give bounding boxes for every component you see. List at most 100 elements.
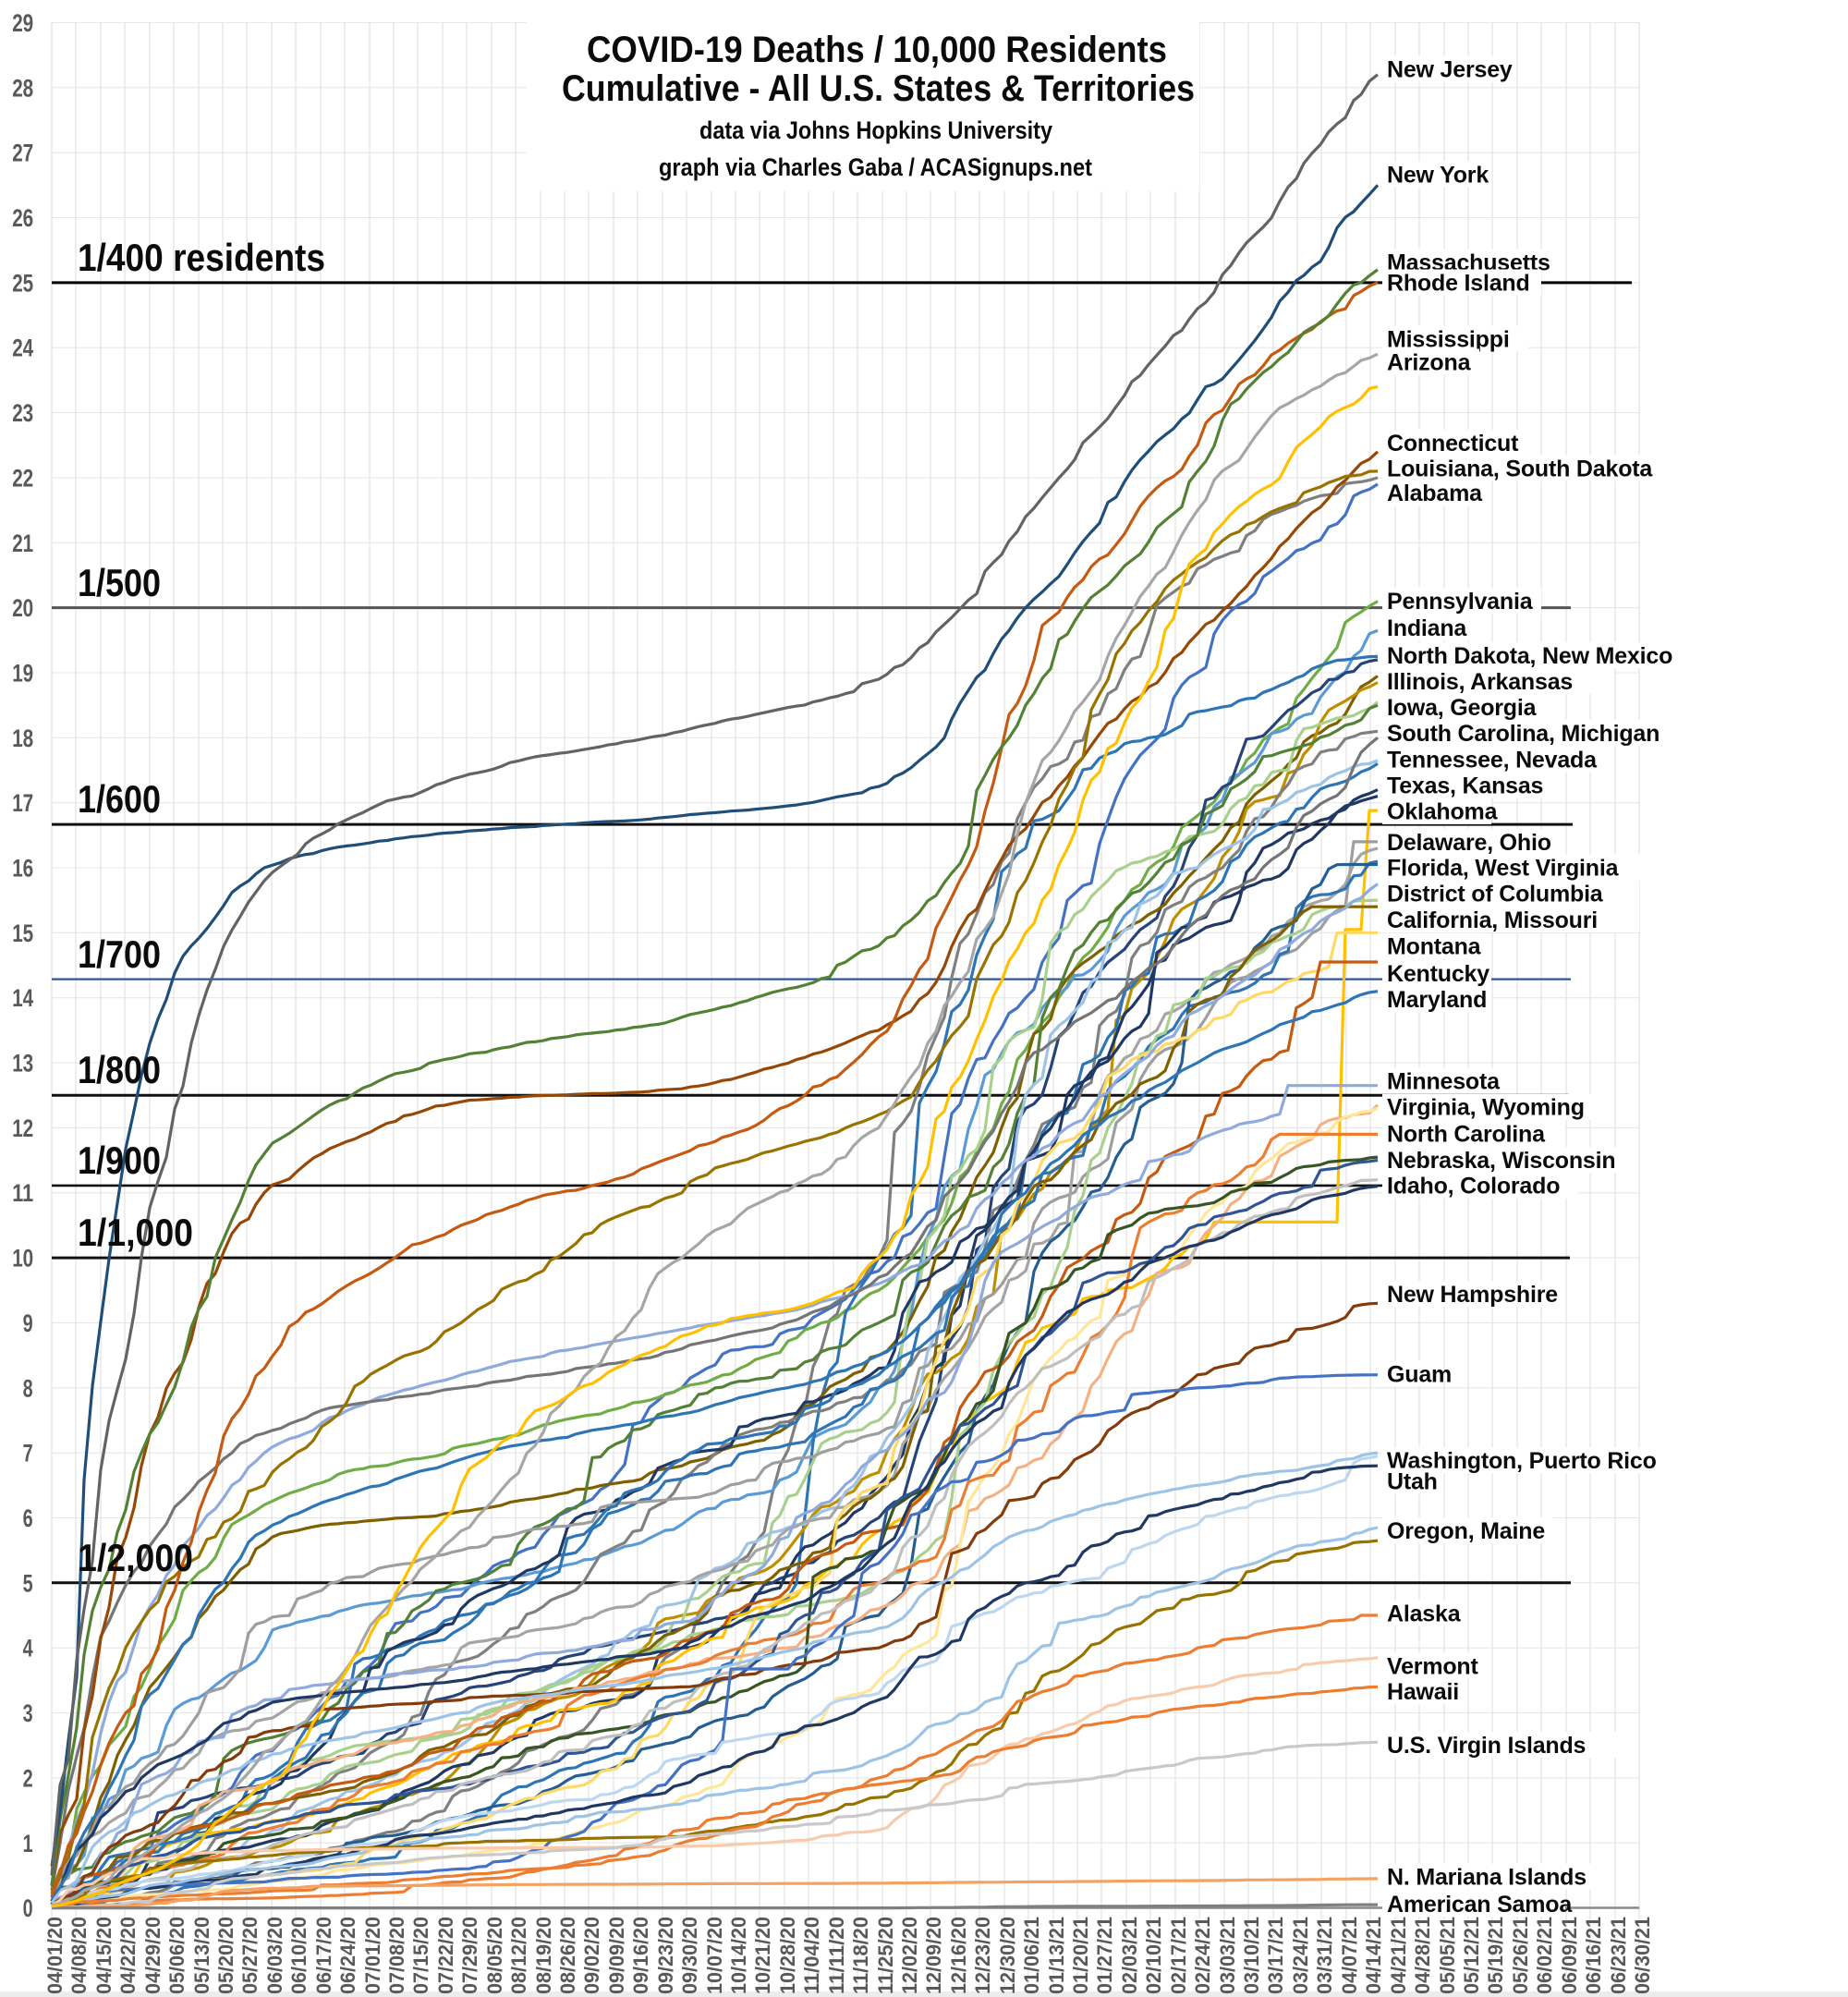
svg-text:06/16/21: 06/16/21	[1582, 1917, 1605, 1994]
svg-text:Pennsylvania: Pennsylvania	[1387, 589, 1534, 615]
svg-text:New Jersey: New Jersey	[1387, 56, 1513, 82]
svg-text:02/17/21: 02/17/21	[1167, 1917, 1190, 1994]
svg-text:Florida, West Virginia: Florida, West Virginia	[1387, 856, 1620, 882]
svg-text:U.S. Virgin Islands: U.S. Virgin Islands	[1387, 1733, 1586, 1759]
svg-text:03/24/21: 03/24/21	[1289, 1917, 1312, 1994]
svg-text:06/17/20: 06/17/20	[312, 1917, 335, 1994]
svg-text:1/500: 1/500	[78, 561, 161, 604]
svg-text:Iowa, Georgia: Iowa, Georgia	[1387, 695, 1538, 721]
svg-text:Montana: Montana	[1387, 934, 1482, 960]
svg-text:10/07/20: 10/07/20	[703, 1917, 726, 1994]
svg-text:3: 3	[23, 1699, 33, 1727]
svg-text:New York: New York	[1387, 162, 1489, 188]
svg-text:graph via Charles Gaba / ACASi: graph via Charles Gaba / ACASignups.net	[659, 153, 1092, 181]
svg-text:South Carolina, Michigan: South Carolina, Michigan	[1387, 721, 1660, 747]
svg-text:Kentucky: Kentucky	[1387, 961, 1489, 987]
svg-text:28: 28	[12, 74, 33, 102]
svg-text:Mississippi: Mississippi	[1387, 326, 1510, 352]
svg-text:07/15/20: 07/15/20	[409, 1917, 432, 1994]
svg-text:07/08/20: 07/08/20	[385, 1917, 408, 1994]
svg-text:02/24/21: 02/24/21	[1191, 1917, 1214, 1994]
svg-text:01/27/21: 01/27/21	[1093, 1917, 1116, 1994]
svg-text:04/01/20: 04/01/20	[43, 1917, 67, 1994]
svg-text:1/800: 1/800	[78, 1048, 161, 1091]
svg-text:09/02/20: 09/02/20	[580, 1917, 603, 1994]
svg-text:11: 11	[12, 1179, 33, 1207]
svg-text:07/01/20: 07/01/20	[361, 1917, 384, 1994]
svg-text:COVID-19 Deaths / 10,000 Resid: COVID-19 Deaths / 10,000 Residents	[587, 30, 1167, 70]
svg-text:02/10/21: 02/10/21	[1142, 1917, 1165, 1994]
svg-text:06/09/21: 06/09/21	[1558, 1917, 1581, 1994]
svg-text:08/12/20: 08/12/20	[507, 1917, 530, 1994]
svg-text:6: 6	[23, 1504, 33, 1532]
svg-text:04/07/21: 04/07/21	[1338, 1917, 1361, 1994]
svg-text:Illinois, Arkansas: Illinois, Arkansas	[1387, 669, 1573, 695]
svg-text:04/22/20: 04/22/20	[116, 1917, 140, 1994]
svg-text:Indiana: Indiana	[1387, 615, 1467, 641]
svg-text:18: 18	[12, 725, 33, 752]
svg-text:10/28/20: 10/28/20	[776, 1917, 799, 1994]
svg-text:25: 25	[12, 269, 33, 297]
svg-text:21: 21	[12, 530, 33, 557]
svg-text:01/20/21: 01/20/21	[1069, 1917, 1092, 1994]
svg-text:Alabama: Alabama	[1387, 481, 1483, 506]
svg-text:Texas, Kansas: Texas, Kansas	[1387, 773, 1543, 799]
svg-text:03/31/21: 03/31/21	[1313, 1917, 1336, 1994]
svg-text:27: 27	[12, 140, 33, 167]
svg-text:Vermont: Vermont	[1387, 1653, 1478, 1679]
svg-text:10/14/20: 10/14/20	[727, 1917, 750, 1994]
svg-text:10/21/20: 10/21/20	[751, 1917, 774, 1994]
svg-text:06/23/21: 06/23/21	[1607, 1917, 1630, 1994]
svg-text:12/16/20: 12/16/20	[947, 1917, 970, 1994]
svg-text:05/20/20: 05/20/20	[214, 1917, 237, 1994]
svg-text:New Hampshire: New Hampshire	[1387, 1282, 1558, 1308]
svg-text:01/06/21: 01/06/21	[1020, 1917, 1043, 1994]
svg-text:Arizona: Arizona	[1387, 349, 1472, 375]
svg-text:Utah: Utah	[1387, 1468, 1438, 1494]
svg-text:07/29/20: 07/29/20	[458, 1917, 481, 1994]
svg-text:14: 14	[12, 984, 33, 1012]
svg-text:11/25/20: 11/25/20	[874, 1917, 897, 1994]
svg-text:Delaware, Ohio: Delaware, Ohio	[1387, 830, 1551, 856]
svg-text:North Carolina: North Carolina	[1387, 1121, 1546, 1147]
svg-text:09/16/20: 09/16/20	[629, 1917, 652, 1994]
svg-text:Hawaii: Hawaii	[1387, 1679, 1459, 1705]
svg-text:16: 16	[12, 855, 33, 883]
svg-text:4: 4	[23, 1635, 33, 1662]
svg-text:Tennessee, Nevada: Tennessee, Nevada	[1387, 747, 1598, 773]
svg-text:05/13/20: 05/13/20	[190, 1917, 213, 1994]
svg-text:1/600: 1/600	[78, 777, 161, 821]
svg-text:2: 2	[23, 1764, 33, 1792]
svg-text:04/14/21: 04/14/21	[1362, 1917, 1385, 1994]
svg-text:Connecticut: Connecticut	[1387, 431, 1519, 457]
svg-text:06/02/21: 06/02/21	[1533, 1917, 1556, 1994]
svg-text:06/03/20: 06/03/20	[263, 1917, 286, 1994]
svg-text:Oklahoma: Oklahoma	[1387, 799, 1499, 825]
svg-text:05/19/21: 05/19/21	[1484, 1917, 1507, 1994]
svg-text:13: 13	[12, 1050, 33, 1078]
svg-text:19: 19	[12, 660, 33, 688]
svg-text:06/30/21: 06/30/21	[1631, 1917, 1654, 1994]
svg-text:12/30/20: 12/30/20	[996, 1917, 1019, 1994]
svg-text:District of Columbia: District of Columbia	[1387, 882, 1604, 907]
svg-text:22: 22	[12, 464, 33, 492]
svg-text:California, Missouri: California, Missouri	[1387, 907, 1598, 933]
svg-text:Louisiana, South Dakota: Louisiana, South Dakota	[1387, 456, 1653, 481]
svg-text:Guam: Guam	[1387, 1361, 1452, 1387]
svg-text:Cumulative - All U.S. States &: Cumulative - All U.S. States & Territori…	[562, 68, 1195, 109]
svg-text:29: 29	[12, 9, 33, 37]
svg-text:17: 17	[12, 789, 33, 817]
svg-text:1/2,000: 1/2,000	[78, 1536, 193, 1579]
svg-text:04/28/21: 04/28/21	[1411, 1917, 1434, 1994]
svg-text:03/10/21: 03/10/21	[1240, 1917, 1263, 1994]
svg-text:08/19/20: 08/19/20	[532, 1917, 555, 1994]
svg-text:04/29/20: 04/29/20	[141, 1917, 164, 1994]
svg-text:12: 12	[12, 1114, 33, 1142]
svg-text:1/400 residents: 1/400 residents	[78, 236, 325, 279]
svg-text:1: 1	[23, 1830, 33, 1857]
svg-text:12/09/20: 12/09/20	[922, 1917, 945, 1994]
svg-text:05/27/20: 05/27/20	[238, 1917, 261, 1994]
svg-text:15: 15	[12, 919, 33, 947]
svg-text:05/06/20: 05/06/20	[165, 1917, 188, 1994]
svg-text:03/03/21: 03/03/21	[1216, 1917, 1239, 1994]
